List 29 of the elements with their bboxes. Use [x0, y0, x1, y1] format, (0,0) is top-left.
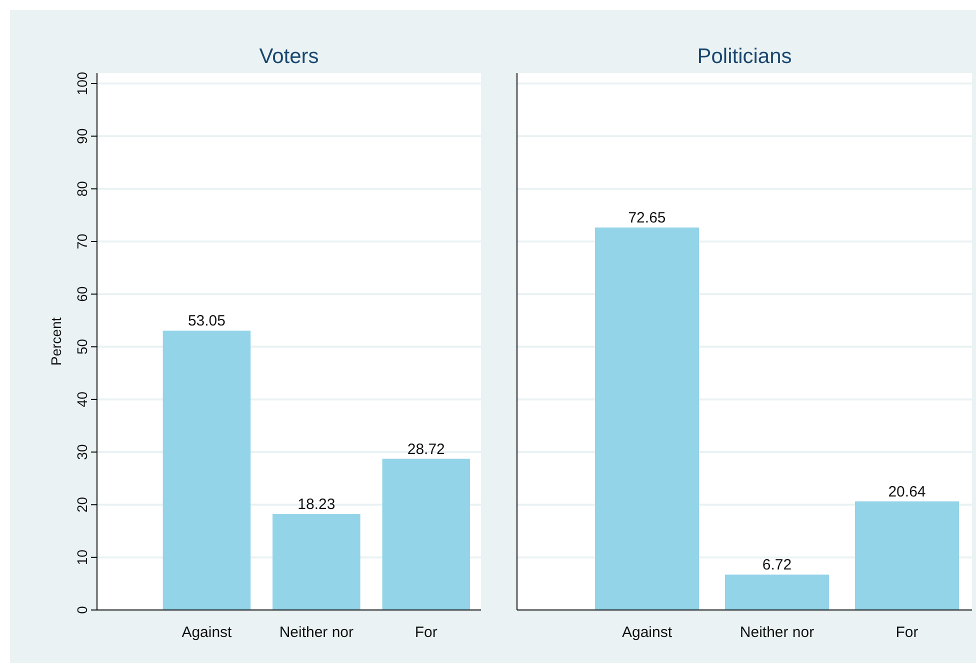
data-label: 6.72 — [762, 556, 792, 574]
bar — [382, 458, 470, 610]
x-tick-label: Neither nor — [740, 624, 814, 641]
y-tick-label: 50 — [74, 338, 90, 355]
y-tick-label: 30 — [74, 444, 90, 460]
x-tick-label: Against — [182, 624, 233, 641]
y-tick-label: 40 — [74, 391, 90, 408]
bar — [162, 330, 251, 610]
chart-title: Voters — [259, 45, 319, 68]
data-label: 18.23 — [298, 496, 336, 514]
y-tick-label: 90 — [74, 128, 90, 144]
x-tick-label: For — [896, 624, 918, 641]
y-tick-label: 70 — [74, 233, 90, 250]
data-label: 20.64 — [888, 483, 926, 500]
y-tick-label: 100 — [74, 72, 90, 96]
y-tick-label: 10 — [74, 549, 90, 566]
x-tick-label: Neither nor — [279, 624, 354, 641]
chart-title: Politicians — [697, 45, 792, 68]
x-tick-label: For — [414, 624, 438, 641]
data-label: 53.05 — [188, 312, 226, 330]
bar — [272, 514, 360, 610]
x-tick-label: Against — [622, 624, 673, 641]
data-label: 72.65 — [628, 210, 666, 227]
y-tick-label: 60 — [74, 286, 90, 302]
data-label: 28.72 — [407, 440, 445, 458]
y-axis-title: Percent — [48, 317, 64, 366]
y-tick-label: 20 — [74, 496, 90, 512]
y-tick-label: 80 — [74, 180, 90, 197]
y-tick-label: 0 — [74, 606, 90, 614]
